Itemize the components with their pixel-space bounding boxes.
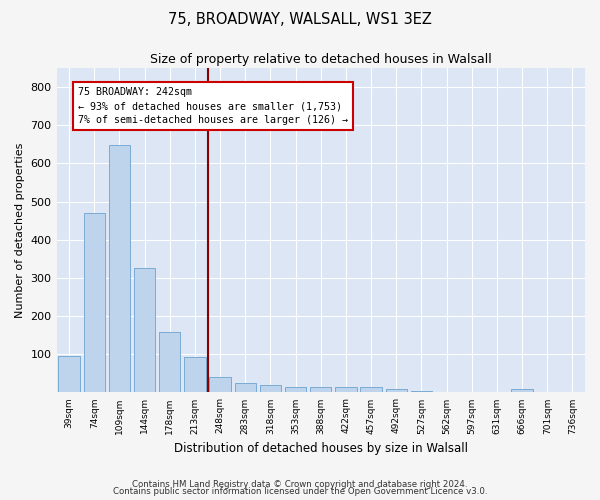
Bar <box>361 388 382 392</box>
Bar <box>511 390 533 392</box>
Bar <box>109 145 130 392</box>
Bar <box>310 386 331 392</box>
Bar <box>285 386 307 392</box>
Y-axis label: Number of detached properties: Number of detached properties <box>15 142 25 318</box>
X-axis label: Distribution of detached houses by size in Walsall: Distribution of detached houses by size … <box>174 442 468 455</box>
Bar <box>335 388 356 392</box>
Bar <box>58 356 80 393</box>
Text: Contains HM Land Registry data © Crown copyright and database right 2024.: Contains HM Land Registry data © Crown c… <box>132 480 468 489</box>
Text: Contains public sector information licensed under the Open Government Licence v3: Contains public sector information licen… <box>113 487 487 496</box>
Title: Size of property relative to detached houses in Walsall: Size of property relative to detached ho… <box>150 52 491 66</box>
Bar <box>386 389 407 392</box>
Bar <box>235 383 256 392</box>
Bar <box>260 385 281 392</box>
Bar <box>134 268 155 392</box>
Bar <box>209 377 231 392</box>
Bar <box>83 213 105 392</box>
Bar <box>184 358 206 392</box>
Text: 75 BROADWAY: 242sqm
← 93% of detached houses are smaller (1,753)
7% of semi-deta: 75 BROADWAY: 242sqm ← 93% of detached ho… <box>78 87 348 125</box>
Text: 75, BROADWAY, WALSALL, WS1 3EZ: 75, BROADWAY, WALSALL, WS1 3EZ <box>168 12 432 28</box>
Bar <box>159 332 181 392</box>
